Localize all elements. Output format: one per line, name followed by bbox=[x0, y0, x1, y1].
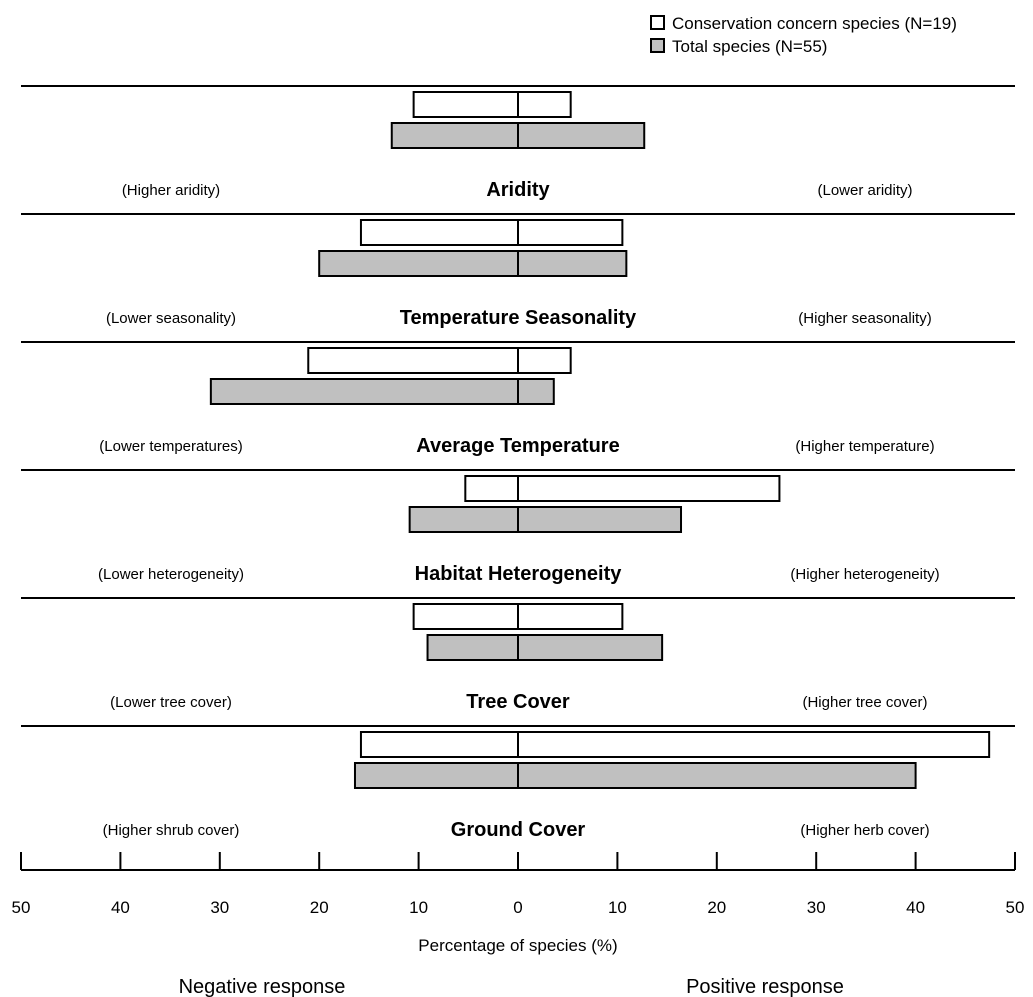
negative-response-label: Negative response bbox=[179, 976, 346, 997]
legend-label-total: Total species (N=55) bbox=[672, 37, 827, 56]
panel-title: Ground Cover bbox=[451, 819, 586, 841]
x-tick-label: 50 bbox=[1006, 898, 1025, 917]
panels: Aridity (Higher aridity) (Lower aridity) Te… bbox=[21, 85, 1015, 841]
x-tick-label: 50 bbox=[12, 898, 31, 917]
bar-total bbox=[408, 506, 683, 533]
panel-title: Aridity bbox=[486, 179, 550, 201]
bar-concern bbox=[412, 91, 572, 118]
panel-title: Temperature Seasonality bbox=[400, 307, 637, 329]
panel-title: Tree Cover bbox=[466, 691, 570, 713]
legend-swatch-total bbox=[650, 38, 665, 53]
panel-right-label: (Higher herb cover) bbox=[800, 822, 929, 839]
panel-title: Habitat Heterogeneity bbox=[415, 563, 623, 585]
panel-left-label: (Lower tree cover) bbox=[110, 694, 232, 711]
x-tick-label: 20 bbox=[707, 898, 726, 917]
x-tick-label: 10 bbox=[409, 898, 428, 917]
bar-total bbox=[353, 762, 917, 789]
panel-right-label: (Higher temperature) bbox=[795, 438, 934, 455]
x-tick-label: 40 bbox=[906, 898, 925, 917]
legend-swatch-concern bbox=[650, 15, 665, 30]
x-tick-label: 40 bbox=[111, 898, 130, 917]
panel-left-label: (Lower seasonality) bbox=[106, 310, 236, 327]
panel-left-label: (Lower temperatures) bbox=[99, 438, 242, 455]
x-axis-title: Percentage of species (%) bbox=[418, 936, 617, 955]
panel-2: Average Temperature (Lower temperatures) (… bbox=[21, 341, 1015, 457]
panel-right-label: (Lower aridity) bbox=[817, 182, 912, 199]
panel-1: Temperature Seasonality (Lower seasonalit… bbox=[21, 213, 1015, 329]
bar-total bbox=[318, 250, 628, 277]
bar-concern bbox=[307, 347, 572, 374]
bar-concern bbox=[464, 475, 781, 502]
panel-right-label: (Higher heterogeneity) bbox=[790, 566, 939, 583]
panel-0: Aridity (Higher aridity) (Lower aridity) bbox=[21, 85, 1015, 201]
panel-left-label: (Higher shrub cover) bbox=[103, 822, 240, 839]
bar-total bbox=[209, 378, 555, 405]
panel-4: Tree Cover (Lower tree cover) (Higher tree… bbox=[21, 597, 1015, 713]
positive-response-label: Positive response bbox=[686, 976, 844, 997]
bar-concern bbox=[359, 219, 624, 246]
x-tick-label: 20 bbox=[310, 898, 329, 917]
panel-title: Average Temperature bbox=[416, 435, 619, 457]
panel-left-label: (Lower heterogeneity) bbox=[98, 566, 244, 583]
legend: Conservation concern species (N=19) Tota… bbox=[650, 14, 957, 56]
panel-right-label: (Higher tree cover) bbox=[802, 694, 927, 711]
x-tick-label: 30 bbox=[807, 898, 826, 917]
panel-5: Ground Cover (Higher shrub cover) (Higher … bbox=[21, 725, 1015, 841]
x-tick-label: 0 bbox=[513, 898, 522, 917]
legend-label-concern: Conservation concern species (N=19) bbox=[672, 14, 957, 33]
bar-concern bbox=[359, 731, 991, 758]
panel-right-label: (Higher seasonality) bbox=[798, 310, 931, 327]
x-tick-label: 30 bbox=[210, 898, 229, 917]
panel-left-label: (Higher aridity) bbox=[122, 182, 220, 199]
bar-total bbox=[426, 634, 664, 661]
panel-3: Habitat Heterogeneity (Lower heterogeneit… bbox=[21, 469, 1015, 585]
x-axis: 50 40 30 20 10 0 10 20 30 40 50 bbox=[12, 852, 1025, 917]
x-tick-label: 10 bbox=[608, 898, 627, 917]
